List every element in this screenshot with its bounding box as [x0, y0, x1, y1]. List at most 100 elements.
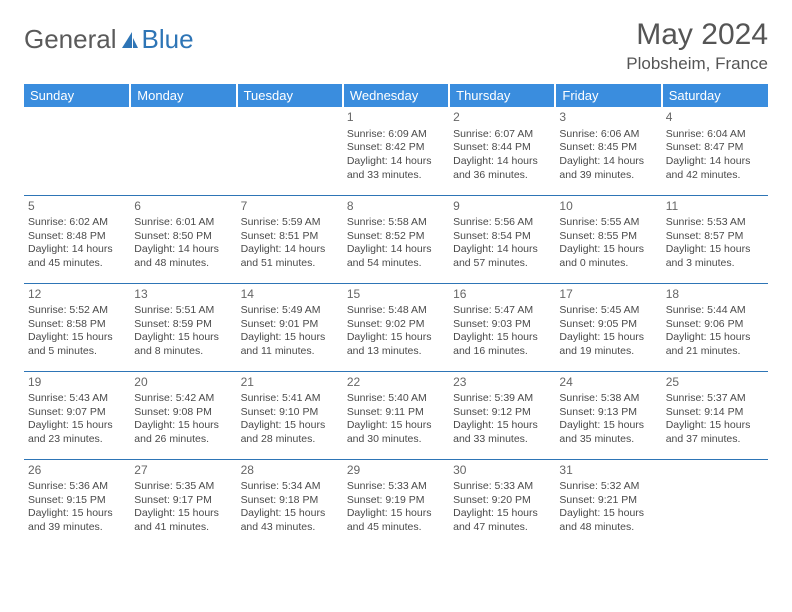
sunrise-text: Sunrise: 5:56 AM — [453, 216, 551, 230]
day-number: 4 — [666, 110, 764, 126]
daylight-text: Daylight: 15 hours — [134, 507, 232, 521]
day-header: Saturday — [662, 84, 768, 107]
calendar-cell: 31Sunrise: 5:32 AMSunset: 9:21 PMDayligh… — [555, 459, 661, 547]
daylight-text: Daylight: 15 hours — [347, 419, 445, 433]
sunrise-text: Sunrise: 5:37 AM — [666, 392, 764, 406]
calendar-cell: 30Sunrise: 5:33 AMSunset: 9:20 PMDayligh… — [449, 459, 555, 547]
daylight-text: and 37 minutes. — [666, 433, 764, 447]
day-header-row: Sunday Monday Tuesday Wednesday Thursday… — [24, 84, 768, 107]
day-number: 24 — [559, 375, 657, 391]
daylight-text: and 42 minutes. — [666, 169, 764, 183]
calendar-cell: 5Sunrise: 6:02 AMSunset: 8:48 PMDaylight… — [24, 195, 130, 283]
sunrise-text: Sunrise: 5:52 AM — [28, 304, 126, 318]
daylight-text: Daylight: 14 hours — [453, 155, 551, 169]
day-number: 31 — [559, 463, 657, 479]
calendar-cell: 24Sunrise: 5:38 AMSunset: 9:13 PMDayligh… — [555, 371, 661, 459]
daylight-text: and 5 minutes. — [28, 345, 126, 359]
sunset-text: Sunset: 9:02 PM — [347, 318, 445, 332]
daylight-text: and 8 minutes. — [134, 345, 232, 359]
daylight-text: and 16 minutes. — [453, 345, 551, 359]
calendar-cell — [237, 107, 343, 195]
daylight-text: Daylight: 15 hours — [28, 419, 126, 433]
daylight-text: and 41 minutes. — [134, 521, 232, 535]
calendar-cell: 13Sunrise: 5:51 AMSunset: 8:59 PMDayligh… — [130, 283, 236, 371]
sunrise-text: Sunrise: 5:44 AM — [666, 304, 764, 318]
sunrise-text: Sunrise: 5:43 AM — [28, 392, 126, 406]
day-number: 28 — [241, 463, 339, 479]
sunset-text: Sunset: 9:03 PM — [453, 318, 551, 332]
daylight-text: and 21 minutes. — [666, 345, 764, 359]
daylight-text: and 51 minutes. — [241, 257, 339, 271]
daylight-text: Daylight: 14 hours — [28, 243, 126, 257]
daylight-text: and 43 minutes. — [241, 521, 339, 535]
daylight-text: Daylight: 15 hours — [666, 331, 764, 345]
daylight-text: Daylight: 14 hours — [347, 155, 445, 169]
sunrise-text: Sunrise: 5:55 AM — [559, 216, 657, 230]
day-number: 10 — [559, 199, 657, 215]
daylight-text: and 33 minutes. — [347, 169, 445, 183]
day-number: 2 — [453, 110, 551, 126]
sunset-text: Sunset: 8:42 PM — [347, 141, 445, 155]
daylight-text: Daylight: 15 hours — [559, 243, 657, 257]
daylight-text: Daylight: 15 hours — [666, 243, 764, 257]
sunrise-text: Sunrise: 5:42 AM — [134, 392, 232, 406]
daylight-text: Daylight: 15 hours — [347, 331, 445, 345]
sunset-text: Sunset: 8:48 PM — [28, 230, 126, 244]
daylight-text: Daylight: 14 hours — [453, 243, 551, 257]
sunrise-text: Sunrise: 5:49 AM — [241, 304, 339, 318]
day-header: Monday — [130, 84, 236, 107]
daylight-text: and 30 minutes. — [347, 433, 445, 447]
day-number: 1 — [347, 110, 445, 126]
daylight-text: Daylight: 14 hours — [666, 155, 764, 169]
sunset-text: Sunset: 9:18 PM — [241, 494, 339, 508]
daylight-text: Daylight: 15 hours — [453, 507, 551, 521]
calendar-cell: 2Sunrise: 6:07 AMSunset: 8:44 PMDaylight… — [449, 107, 555, 195]
header: GeneralBlue May 2024 Plobsheim, France — [24, 18, 768, 74]
daylight-text: and 19 minutes. — [559, 345, 657, 359]
calendar-cell: 21Sunrise: 5:41 AMSunset: 9:10 PMDayligh… — [237, 371, 343, 459]
sunset-text: Sunset: 9:15 PM — [28, 494, 126, 508]
sunrise-text: Sunrise: 5:38 AM — [559, 392, 657, 406]
brand-part2: Blue — [142, 24, 194, 55]
sunrise-text: Sunrise: 6:02 AM — [28, 216, 126, 230]
day-number: 30 — [453, 463, 551, 479]
calendar-week-row: 1Sunrise: 6:09 AMSunset: 8:42 PMDaylight… — [24, 107, 768, 195]
sunrise-text: Sunrise: 5:33 AM — [453, 480, 551, 494]
daylight-text: and 39 minutes. — [28, 521, 126, 535]
calendar-cell: 25Sunrise: 5:37 AMSunset: 9:14 PMDayligh… — [662, 371, 768, 459]
daylight-text: and 28 minutes. — [241, 433, 339, 447]
sunset-text: Sunset: 9:17 PM — [134, 494, 232, 508]
calendar-cell: 18Sunrise: 5:44 AMSunset: 9:06 PMDayligh… — [662, 283, 768, 371]
sunset-text: Sunset: 9:06 PM — [666, 318, 764, 332]
brand-part1: General — [24, 24, 117, 55]
day-header: Tuesday — [237, 84, 343, 107]
sunset-text: Sunset: 9:10 PM — [241, 406, 339, 420]
day-number: 29 — [347, 463, 445, 479]
sunrise-text: Sunrise: 5:58 AM — [347, 216, 445, 230]
day-number: 7 — [241, 199, 339, 215]
daylight-text: Daylight: 15 hours — [453, 419, 551, 433]
calendar-cell: 17Sunrise: 5:45 AMSunset: 9:05 PMDayligh… — [555, 283, 661, 371]
day-header: Sunday — [24, 84, 130, 107]
day-number: 23 — [453, 375, 551, 391]
day-number: 20 — [134, 375, 232, 391]
daylight-text: and 11 minutes. — [241, 345, 339, 359]
sunrise-text: Sunrise: 6:01 AM — [134, 216, 232, 230]
daylight-text: and 57 minutes. — [453, 257, 551, 271]
daylight-text: and 35 minutes. — [559, 433, 657, 447]
daylight-text: Daylight: 15 hours — [241, 419, 339, 433]
daylight-text: Daylight: 15 hours — [134, 419, 232, 433]
sunrise-text: Sunrise: 6:09 AM — [347, 128, 445, 142]
daylight-text: Daylight: 15 hours — [559, 419, 657, 433]
daylight-text: Daylight: 14 hours — [347, 243, 445, 257]
calendar-cell: 29Sunrise: 5:33 AMSunset: 9:19 PMDayligh… — [343, 459, 449, 547]
daylight-text: Daylight: 14 hours — [241, 243, 339, 257]
sunrise-text: Sunrise: 5:53 AM — [666, 216, 764, 230]
day-header: Thursday — [449, 84, 555, 107]
calendar-cell: 11Sunrise: 5:53 AMSunset: 8:57 PMDayligh… — [662, 195, 768, 283]
sunset-text: Sunset: 8:44 PM — [453, 141, 551, 155]
sunrise-text: Sunrise: 5:34 AM — [241, 480, 339, 494]
month-title: May 2024 — [626, 18, 768, 52]
sunset-text: Sunset: 9:19 PM — [347, 494, 445, 508]
calendar-cell: 27Sunrise: 5:35 AMSunset: 9:17 PMDayligh… — [130, 459, 236, 547]
